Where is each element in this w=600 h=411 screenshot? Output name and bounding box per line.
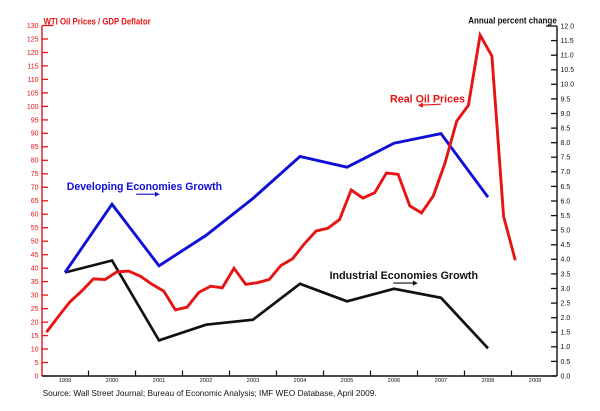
svg-text:1999: 1999 — [59, 378, 72, 384]
svg-text:6.0: 6.0 — [561, 198, 571, 205]
svg-text:95: 95 — [31, 117, 39, 124]
svg-text:2009: 2009 — [529, 378, 542, 384]
svg-text:55: 55 — [31, 225, 39, 232]
svg-text:75: 75 — [31, 171, 39, 178]
svg-text:2001: 2001 — [153, 378, 166, 384]
svg-text:6.5: 6.5 — [561, 184, 571, 191]
svg-text:10: 10 — [31, 346, 39, 353]
svg-text:30: 30 — [31, 293, 39, 300]
svg-text:60: 60 — [31, 212, 39, 219]
svg-text:35: 35 — [31, 279, 39, 286]
svg-text:12.0: 12.0 — [561, 23, 575, 30]
svg-text:25: 25 — [31, 306, 39, 313]
svg-text:11.0: 11.0 — [561, 53, 574, 60]
svg-text:15: 15 — [31, 333, 39, 340]
svg-text:2006: 2006 — [388, 378, 401, 384]
svg-text:0.0: 0.0 — [561, 373, 571, 380]
svg-text:2003: 2003 — [247, 378, 260, 384]
svg-text:Industrial Economies Growth: Industrial Economies Growth — [330, 270, 479, 282]
svg-text:1.0: 1.0 — [561, 344, 571, 351]
svg-text:2000: 2000 — [106, 378, 119, 384]
svg-text:105: 105 — [27, 90, 39, 97]
svg-text:7.5: 7.5 — [561, 155, 571, 162]
svg-text:3.0: 3.0 — [561, 286, 571, 293]
svg-text:WTI Oil Prices / GDP Deflator: WTI Oil Prices / GDP Deflator — [44, 16, 151, 27]
svg-text:Real Oil Prices: Real Oil Prices — [390, 94, 465, 106]
svg-text:7.0: 7.0 — [561, 169, 571, 176]
svg-text:125: 125 — [27, 36, 39, 43]
svg-text:9.0: 9.0 — [561, 111, 571, 118]
svg-text:40: 40 — [31, 266, 39, 273]
svg-text:8.5: 8.5 — [561, 126, 571, 133]
svg-text:2002: 2002 — [200, 378, 213, 384]
svg-text:130: 130 — [27, 23, 39, 30]
svg-text:11.5: 11.5 — [561, 38, 574, 45]
svg-text:9.5: 9.5 — [561, 96, 571, 103]
svg-text:0.5: 0.5 — [561, 359, 571, 366]
svg-text:Annual percent change: Annual percent change — [468, 15, 557, 26]
svg-text:2007: 2007 — [435, 378, 448, 384]
svg-text:1.5: 1.5 — [561, 330, 571, 337]
svg-text:4.5: 4.5 — [561, 242, 571, 249]
svg-text:115: 115 — [27, 63, 38, 70]
svg-text:10.0: 10.0 — [561, 82, 575, 89]
svg-text:120: 120 — [27, 50, 39, 57]
svg-text:5: 5 — [35, 360, 39, 367]
svg-text:Source: Wall Street Journal; B: Source: Wall Street Journal; Bureau of E… — [43, 388, 377, 398]
svg-text:2008: 2008 — [482, 378, 495, 384]
svg-text:Developing Economies Growth: Developing Economies Growth — [67, 181, 222, 193]
svg-text:2005: 2005 — [341, 378, 354, 384]
svg-text:100: 100 — [27, 104, 39, 111]
svg-text:2.5: 2.5 — [561, 301, 571, 308]
svg-text:70: 70 — [31, 185, 39, 192]
svg-text:65: 65 — [31, 198, 39, 205]
svg-text:45: 45 — [31, 252, 39, 259]
svg-text:50: 50 — [31, 239, 39, 246]
svg-text:0: 0 — [35, 373, 39, 380]
svg-text:10.5: 10.5 — [561, 67, 575, 74]
svg-text:110: 110 — [27, 77, 38, 84]
svg-text:5.0: 5.0 — [561, 228, 571, 235]
svg-text:85: 85 — [31, 144, 39, 151]
svg-text:5.5: 5.5 — [561, 213, 571, 220]
svg-text:80: 80 — [31, 158, 39, 165]
svg-text:3.5: 3.5 — [561, 271, 571, 278]
svg-text:2004: 2004 — [294, 378, 307, 384]
svg-text:90: 90 — [31, 131, 39, 138]
svg-text:2.0: 2.0 — [561, 315, 571, 322]
svg-text:4.0: 4.0 — [561, 257, 571, 264]
svg-text:20: 20 — [31, 320, 39, 327]
svg-text:8.0: 8.0 — [561, 140, 571, 147]
